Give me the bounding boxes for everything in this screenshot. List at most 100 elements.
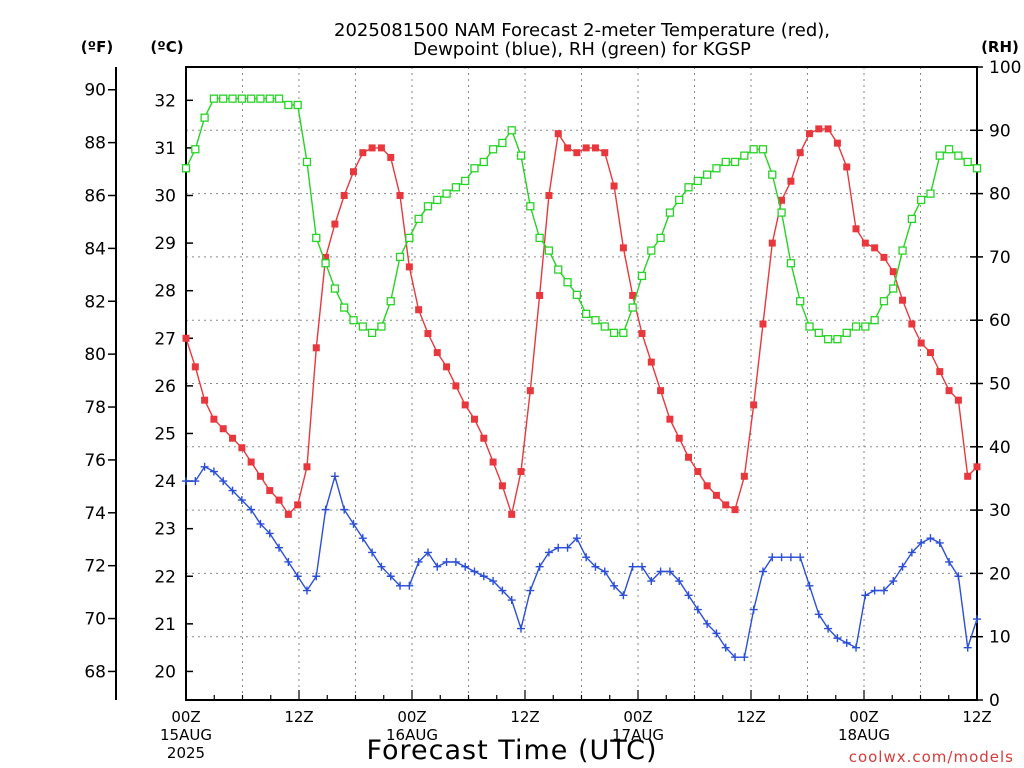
rh-point — [609, 328, 619, 338]
temperature-point — [889, 268, 897, 276]
temperature-point — [778, 196, 786, 204]
temperature-point — [303, 463, 311, 471]
rh-point — [544, 246, 554, 255]
rh-unit-label: (RH) — [981, 38, 1019, 56]
temperature-point — [703, 482, 711, 490]
rh-point — [433, 195, 442, 205]
dewpoint-point — [945, 557, 954, 566]
temperature-point — [880, 253, 888, 261]
dewpoint-point — [591, 562, 600, 571]
fahrenheit-tick-label: 90 — [84, 81, 106, 101]
rh-point — [972, 164, 982, 173]
temperature-point — [926, 349, 934, 357]
dewpoint-point — [544, 548, 553, 557]
temperature-point — [824, 125, 832, 133]
fahrenheit-tick-label: 68 — [84, 662, 106, 682]
x-tick-label: 00Z — [623, 708, 652, 726]
dewpoint-point — [935, 538, 944, 547]
rh-point — [377, 322, 386, 331]
rh-point — [516, 151, 526, 160]
rh-tick-label: 80 — [989, 185, 1011, 205]
rh-point — [395, 252, 405, 262]
temperature-point — [498, 482, 506, 490]
rh-point — [730, 157, 740, 167]
fahrenheit-tick-label: 72 — [84, 557, 106, 577]
dewpoint-point — [740, 653, 749, 662]
temperature-point — [256, 472, 264, 480]
dewpoint-point — [852, 643, 861, 652]
x-tick-label: 16AUG — [386, 726, 438, 744]
rh-point — [526, 202, 535, 211]
temperature-point — [768, 239, 776, 247]
dewpoint-point — [554, 543, 563, 552]
temperature-point — [359, 149, 367, 157]
celsius-tick-label: 31 — [154, 139, 176, 159]
rh-point — [963, 157, 972, 167]
rh-tick-label: 90 — [989, 121, 1011, 141]
dewpoint-point — [228, 486, 237, 495]
temperature-point — [619, 244, 627, 252]
temperature-point — [796, 149, 804, 157]
rh-point — [554, 265, 563, 274]
dewpoint-line — [186, 465, 978, 658]
temperature-point — [201, 396, 209, 404]
dewpoint-point — [675, 577, 684, 586]
temperature-point — [657, 387, 665, 395]
dewpoint-point — [898, 562, 907, 571]
temperature-point — [312, 344, 320, 352]
celsius-tick-label: 24 — [154, 472, 176, 492]
rh-point — [488, 145, 498, 154]
x-tick-label: 12Z — [510, 708, 539, 726]
dewpoint-point — [693, 605, 702, 614]
dewpoint-point — [368, 548, 377, 557]
dewpoint-point — [209, 467, 218, 476]
rh-point — [768, 170, 777, 179]
rh-point — [498, 138, 507, 148]
temperature-point — [219, 425, 227, 433]
temperature-point — [647, 358, 655, 366]
dewpoint-point — [507, 596, 516, 605]
dewpoint-point — [349, 519, 358, 528]
celsius-tick-label: 30 — [154, 187, 176, 207]
temperature-point — [470, 415, 478, 423]
celsius-tick-label: 22 — [154, 567, 176, 587]
dewpoint-point — [917, 538, 926, 547]
dewpoint-point — [879, 586, 888, 595]
rh-point — [898, 246, 907, 255]
rh-point — [582, 309, 591, 319]
temperature-point — [526, 387, 534, 395]
x-tick-label: 12Z — [962, 708, 991, 726]
dewpoint-point — [954, 572, 963, 581]
rh-point — [507, 126, 516, 135]
temperature-point — [545, 192, 553, 200]
x-tick-label: 2025 — [167, 744, 205, 762]
dewpoint-point — [768, 553, 777, 562]
rh-point — [535, 233, 544, 243]
dewpoint-point — [600, 567, 609, 576]
temperature-point — [899, 296, 907, 304]
dewpoint-point — [861, 591, 870, 600]
temperature-point — [694, 468, 702, 476]
dewpoint-point — [889, 577, 898, 586]
chart-title-line-1: 2025081500 NAM Forecast 2-meter Temperat… — [334, 20, 830, 41]
dewpoint-point — [377, 562, 386, 571]
temperature-point — [405, 263, 413, 271]
rh-point — [414, 214, 423, 224]
temperature-point — [759, 320, 767, 328]
dewpoint-point — [247, 505, 256, 514]
celsius-tick-label: 26 — [154, 377, 176, 397]
temperature-point — [517, 468, 525, 476]
dewpoint-point — [563, 543, 572, 552]
rh-point — [684, 183, 693, 192]
temperature-point — [936, 368, 944, 376]
x-tick-label: 12Z — [284, 708, 313, 726]
dewpoint-point — [786, 553, 795, 562]
fahrenheit-tick-label: 76 — [84, 451, 106, 471]
dewpoint-point — [498, 586, 507, 595]
rh-point — [219, 94, 228, 103]
temperature-point — [331, 220, 339, 228]
dewpoint-point — [451, 557, 460, 566]
rh-point — [600, 322, 609, 331]
rh-point — [833, 335, 842, 344]
rh-point — [358, 322, 367, 331]
